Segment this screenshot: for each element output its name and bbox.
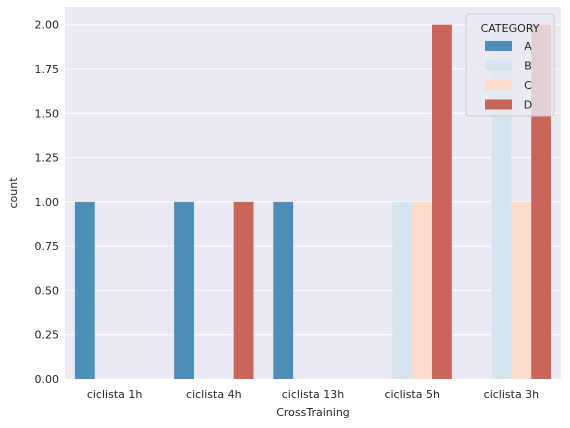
y-axis-label: count <box>7 177 20 209</box>
y-tick-label: 0.00 <box>35 373 60 386</box>
bar-C-4 <box>511 201 532 379</box>
legend-item-label: B <box>524 60 532 73</box>
bar-D-3 <box>432 24 452 379</box>
y-tick-label: 0.50 <box>35 284 60 297</box>
y-tick-label: 0.75 <box>35 240 60 253</box>
y-tick-label: 1.25 <box>35 152 60 165</box>
y-tick-label: 2.00 <box>35 19 60 32</box>
y-tick-label: 1.00 <box>35 196 60 209</box>
x-tick-label: ciclista 3h <box>484 388 540 401</box>
x-axis-ticks: ciclista 1h ciclista 4h ciclista 13h ciclis… <box>87 388 539 401</box>
legend-item-label: C <box>524 79 532 92</box>
y-tick-label: 1.50 <box>35 107 60 120</box>
legend-title: CATEGORY <box>481 22 540 35</box>
legend-swatch <box>485 80 512 90</box>
legend-swatch <box>485 41 512 51</box>
bar-A-0 <box>74 201 95 379</box>
x-axis-label: CrossTraining <box>276 406 350 419</box>
y-tick-label: 1.75 <box>35 63 60 76</box>
y-tick-label: 0.25 <box>35 329 60 342</box>
bar-D-1 <box>233 201 254 379</box>
y-axis-ticks: 0.00 0.25 0.50 0.75 1.00 1.25 1.50 1.75 2.00 <box>35 19 60 386</box>
legend-item-label: A <box>524 40 532 53</box>
legend-swatch <box>485 60 512 71</box>
x-tick-label: ciclista 1h <box>87 388 143 401</box>
legend-swatch <box>485 99 512 110</box>
x-tick-label: ciclista 4h <box>186 388 242 401</box>
bar-A-1 <box>174 201 194 379</box>
bar-B-3 <box>392 201 413 379</box>
bar-C-3 <box>412 201 433 379</box>
legend-item-label: D <box>524 99 532 112</box>
x-tick-label: ciclista 5h <box>384 388 440 401</box>
x-tick-label: ciclista 13h <box>282 388 345 401</box>
bar-A-2 <box>273 201 294 379</box>
